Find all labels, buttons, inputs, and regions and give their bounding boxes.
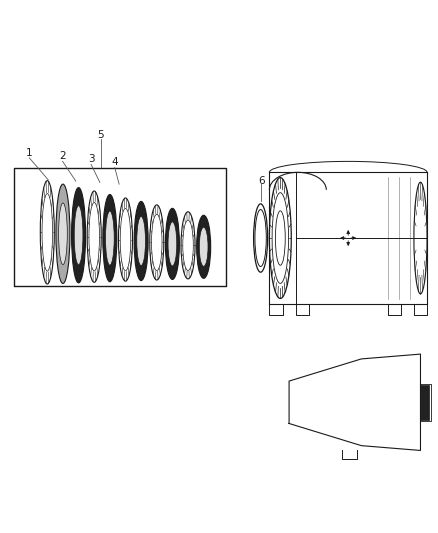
Ellipse shape <box>118 198 132 281</box>
Ellipse shape <box>197 215 211 278</box>
Ellipse shape <box>137 216 145 265</box>
Ellipse shape <box>134 201 148 280</box>
Text: 2: 2 <box>59 151 66 161</box>
Ellipse shape <box>103 195 117 282</box>
Ellipse shape <box>71 188 85 283</box>
Ellipse shape <box>166 208 180 279</box>
Bar <box>420 385 429 420</box>
Text: 1: 1 <box>26 148 33 158</box>
Text: 4: 4 <box>111 157 118 167</box>
Ellipse shape <box>87 191 101 282</box>
Ellipse shape <box>199 227 208 266</box>
Ellipse shape <box>254 204 268 272</box>
Ellipse shape <box>183 220 193 271</box>
Ellipse shape <box>181 212 195 279</box>
Text: 5: 5 <box>97 130 104 140</box>
Ellipse shape <box>255 209 266 266</box>
Ellipse shape <box>42 193 53 271</box>
Text: 3: 3 <box>88 154 95 164</box>
Ellipse shape <box>59 203 67 264</box>
Ellipse shape <box>120 208 131 271</box>
Ellipse shape <box>168 222 177 266</box>
Text: 6: 6 <box>258 176 265 186</box>
Ellipse shape <box>106 211 114 265</box>
Ellipse shape <box>56 184 70 284</box>
Ellipse shape <box>74 206 83 265</box>
Ellipse shape <box>40 181 54 284</box>
Ellipse shape <box>89 203 99 271</box>
Ellipse shape <box>152 214 162 271</box>
Ellipse shape <box>150 205 164 280</box>
